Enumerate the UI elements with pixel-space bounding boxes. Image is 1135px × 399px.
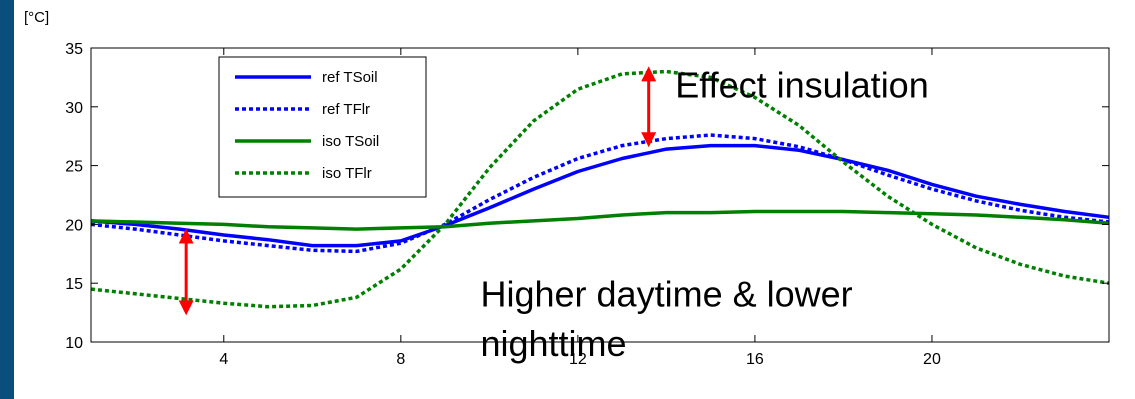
series-line-ref-tflr [90,133,1110,254]
legend-label: ref TFlr [322,101,370,118]
legend-box [218,56,427,198]
series-line-ref-tsoil [90,143,1110,248]
y-axis-unit-label: [°C] [24,9,49,26]
y-tick-label: 15 [65,276,83,293]
x-tick-label: 8 [396,351,405,368]
y-tick-label: 10 [65,335,83,352]
x-tick-label: 20 [923,351,941,368]
legend-label: iso TSoil [322,133,379,150]
y-tick-label: 20 [65,217,83,234]
y-tick-label: 30 [65,100,83,117]
legend: ref TSoil ref TFlr iso TSoil iso TFlr [218,56,427,198]
chart-slide: 10 15 20 25 30 35 4 8 12 16 20 [°C] ref TSoil ref T… [14,0,1135,399]
annotation-text: Higher daytime & lower [480,274,852,315]
annotation-text: Effect insulation [675,64,929,105]
series-line-iso-tsoil [90,209,1110,231]
y-tick-label: 25 [65,159,83,176]
legend-label: iso TFlr [322,165,372,182]
plot-area-frame [90,47,1110,343]
annotation-text: nighttime [480,323,626,364]
y-tick-label: 35 [65,41,83,58]
x-tick-label: 4 [219,351,228,368]
legend-label: ref TSoil [322,69,378,86]
series-line-iso-tflr [90,69,1110,309]
x-tick-label: 12 [569,351,587,368]
x-tick-label: 16 [746,351,764,368]
